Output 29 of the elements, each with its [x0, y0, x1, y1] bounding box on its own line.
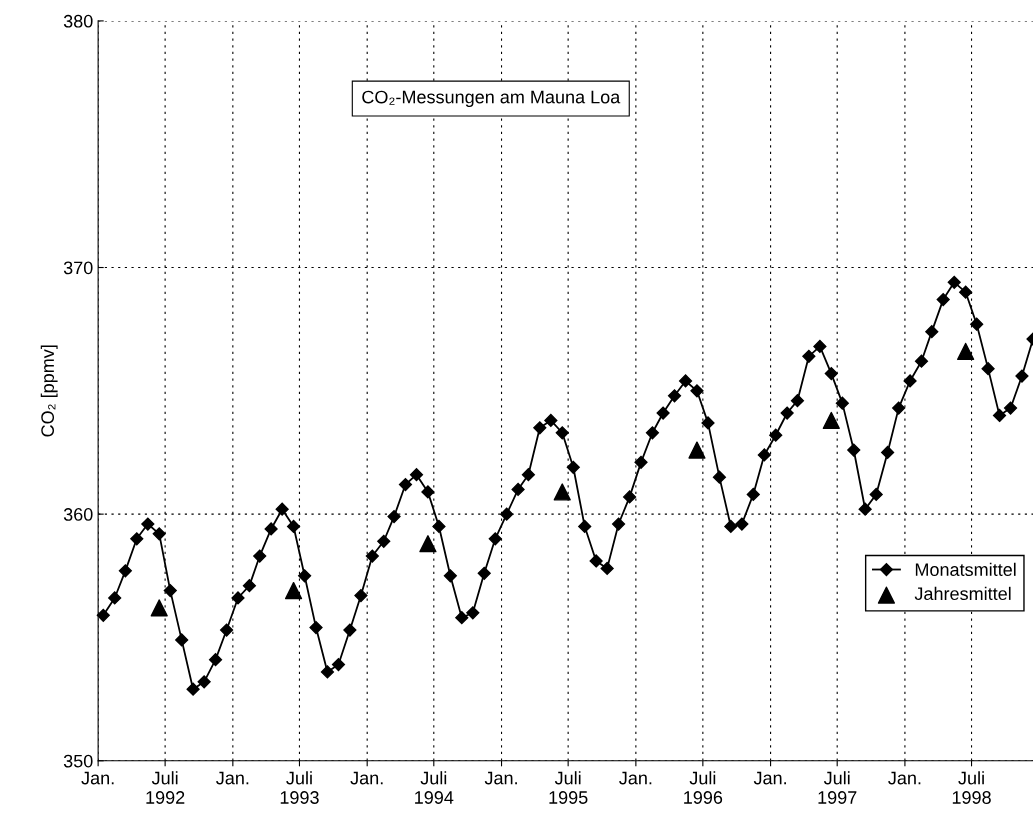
legend-label: Jahresmittel — [914, 586, 1011, 601]
y-axis-title: CO₂ [ppmv] — [40, 345, 58, 437]
x-tick-label: Juli 1992 — [146, 771, 185, 804]
y-tick-label: 370 — [63, 261, 93, 275]
point — [553, 483, 571, 501]
y-tick-label: 380 — [63, 14, 93, 28]
x-tick-label: Jan. — [753, 771, 786, 785]
point — [822, 411, 840, 430]
x-tick-label: Juli 1998 — [952, 771, 991, 804]
y-tick-label: 350 — [63, 754, 93, 768]
x-tick-label: Juli 1995 — [549, 771, 588, 804]
x-tick-label: Jan. — [484, 771, 517, 785]
x-tick-label: Juli 1993 — [280, 771, 319, 804]
x-tick-label: Jan. — [350, 771, 383, 785]
x-tick-label: Jan. — [216, 771, 249, 785]
y-tick-label: 360 — [63, 508, 93, 521]
x-tick-label: Juli 1994 — [415, 771, 454, 804]
x-tick-label: Juli 1996 — [684, 771, 723, 804]
x-tick-label: Jan. — [888, 771, 921, 785]
legend-label: Monatsmittel — [915, 562, 1016, 577]
point — [150, 599, 168, 617]
point — [957, 342, 975, 360]
point — [419, 535, 437, 553]
x-tick-label: Juli 1997 — [818, 771, 857, 804]
text: CO₂-Messungen am Mauna Loa — [362, 90, 621, 107]
point — [284, 581, 303, 600]
x-tick-label: Jan. — [619, 771, 652, 785]
x-tick-label: Jan. — [81, 771, 114, 785]
point — [688, 441, 706, 459]
